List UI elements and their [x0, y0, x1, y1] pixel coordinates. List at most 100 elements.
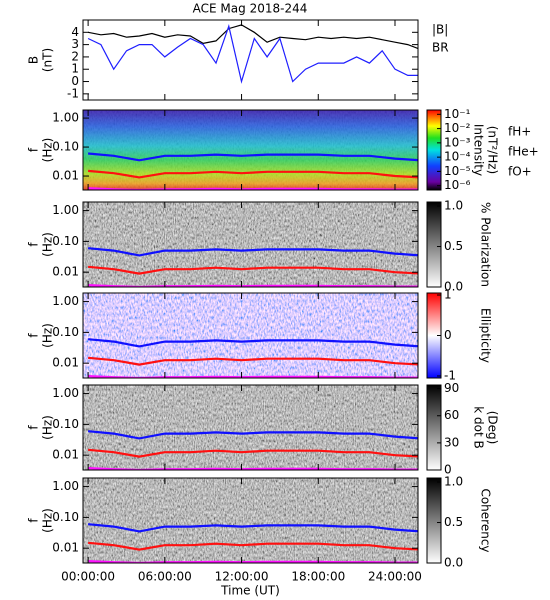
colorbar-label: Coherency	[479, 488, 493, 552]
y-tick-label: 1.00	[52, 386, 79, 400]
y-tick-label: 1.00	[52, 294, 79, 308]
frequency-line	[88, 152, 418, 162]
colorbar-tick-label: 1.0	[444, 199, 463, 213]
colorbar-tick-label: 60	[444, 408, 459, 422]
y-axis-label: f	[27, 242, 41, 247]
colorbar-tick-label: 0.0	[444, 280, 463, 294]
y-tick-label: 0.10	[52, 325, 79, 339]
spectrogram-noise	[83, 293, 418, 378]
y-tick-label: 0.10	[52, 510, 79, 524]
frequency-line	[87, 541, 418, 551]
y-tick-label: 0.10	[52, 417, 79, 431]
colorbar-tick-label: 0.0	[444, 556, 463, 570]
y-axis-label: (nT)	[41, 48, 55, 72]
plot-area	[83, 293, 418, 378]
colorbar-label: Ellipticity	[479, 308, 493, 363]
colorbar-tick-label: 90	[444, 381, 459, 395]
y-tick-label: 3	[71, 37, 79, 51]
colorbar-tick-label: 10⁻⁵	[444, 164, 471, 178]
colorbar-tick-label: 1.0	[444, 475, 463, 489]
colorbar-tick-label: 10⁻⁶	[444, 178, 471, 192]
legend-label: fO+	[508, 165, 532, 179]
spectrogram-noise	[83, 478, 418, 563]
colorbar	[426, 109, 442, 191]
y-axis-label: (Hz)	[41, 323, 55, 348]
y-axis-label: f	[27, 518, 41, 523]
spectrogram-noise	[83, 202, 418, 287]
frequency-line	[88, 169, 418, 179]
y-tick-label: 0.10	[52, 234, 79, 248]
colorbar-label: (nT²/Hz)	[486, 126, 500, 174]
y-axis-label: (Hz)	[41, 415, 55, 440]
plot-area	[87, 24, 418, 84]
x-tick-label: 18:00:00	[291, 570, 345, 584]
colorbar-tick-label: 10⁻⁴	[444, 150, 471, 164]
colorbar-tick-label: 30	[444, 435, 459, 449]
data-line	[87, 24, 418, 50]
x-axis-label: Time (UT)	[220, 584, 280, 598]
y-tick-label: 0.01	[52, 169, 79, 183]
plot-area	[83, 478, 418, 563]
y-tick-label: 0.01	[52, 356, 79, 370]
colorbar	[426, 477, 442, 564]
x-tick-label: 00:00:00	[61, 570, 115, 584]
colorbar-tick-label: 1	[444, 288, 452, 302]
colorbar-tick-label: 10⁻²	[444, 121, 471, 135]
colorbar-tick-label: 0.5	[444, 515, 463, 529]
colorbar-tick-label: -1	[444, 368, 456, 382]
colorbar-tick-label: 0.5	[444, 239, 463, 253]
y-tick-label: 0.01	[52, 265, 79, 279]
plot-area	[83, 110, 418, 190]
frequency-line	[87, 265, 418, 275]
y-tick-label: 1	[71, 62, 79, 76]
frequency-line	[87, 523, 418, 533]
y-axis-label: (Hz)	[41, 138, 55, 163]
legend-label: |B|	[432, 23, 448, 37]
colorbar-label: Intensity	[472, 124, 486, 176]
frequency-line	[87, 448, 418, 458]
plot-area	[83, 202, 418, 287]
colorbar	[426, 384, 442, 471]
axes-frame	[82, 384, 419, 471]
x-tick-label: 12:00:00	[215, 570, 269, 584]
y-tick-label: -1	[67, 86, 79, 100]
plot-area	[83, 385, 418, 470]
y-tick-label: 0.01	[52, 541, 79, 555]
y-tick-label: 1.00	[52, 479, 79, 493]
colorbar-tick-label: 10⁻³	[444, 135, 471, 149]
colorbar-label: % Polarization	[479, 202, 493, 287]
chart-title: ACE Mag 2018-244	[193, 2, 308, 16]
y-axis-label: (Hz)	[41, 232, 55, 257]
frequency-line	[87, 247, 418, 257]
colorbar	[426, 201, 442, 288]
axes-frame	[82, 201, 419, 288]
axes-frame	[82, 109, 419, 191]
y-axis-label: (Hz)	[41, 508, 55, 533]
y-axis-label: B	[27, 56, 41, 64]
data-line	[87, 24, 418, 84]
axes-frame	[82, 19, 419, 101]
y-tick-label: 2	[71, 49, 79, 63]
colorbar-label: k dot B	[472, 406, 486, 448]
colorbar-tick-label: 10⁻¹	[444, 107, 471, 121]
y-tick-label: 0.10	[52, 140, 79, 154]
y-axis-label: f	[27, 147, 41, 152]
x-tick-label: 24:00:00	[368, 570, 422, 584]
legend-label: BR	[432, 41, 449, 55]
frequency-line	[87, 338, 418, 348]
x-tick-label: 06:00:00	[138, 570, 192, 584]
legend-label: fH+	[508, 125, 531, 139]
axes-frame	[82, 292, 419, 379]
y-tick-label: 1.00	[52, 203, 79, 217]
y-tick-label: 0.01	[52, 448, 79, 462]
y-axis-label: f	[27, 425, 41, 430]
frequency-line	[87, 356, 418, 366]
legend-label: fHe+	[508, 145, 539, 159]
colorbar-tick-label: 0	[444, 328, 452, 342]
axes-frame	[82, 477, 419, 564]
frequency-line	[87, 430, 418, 440]
colorbar-label: (Deg)	[486, 411, 500, 445]
y-tick-label: 0	[71, 74, 79, 88]
y-axis-label: f	[27, 333, 41, 338]
